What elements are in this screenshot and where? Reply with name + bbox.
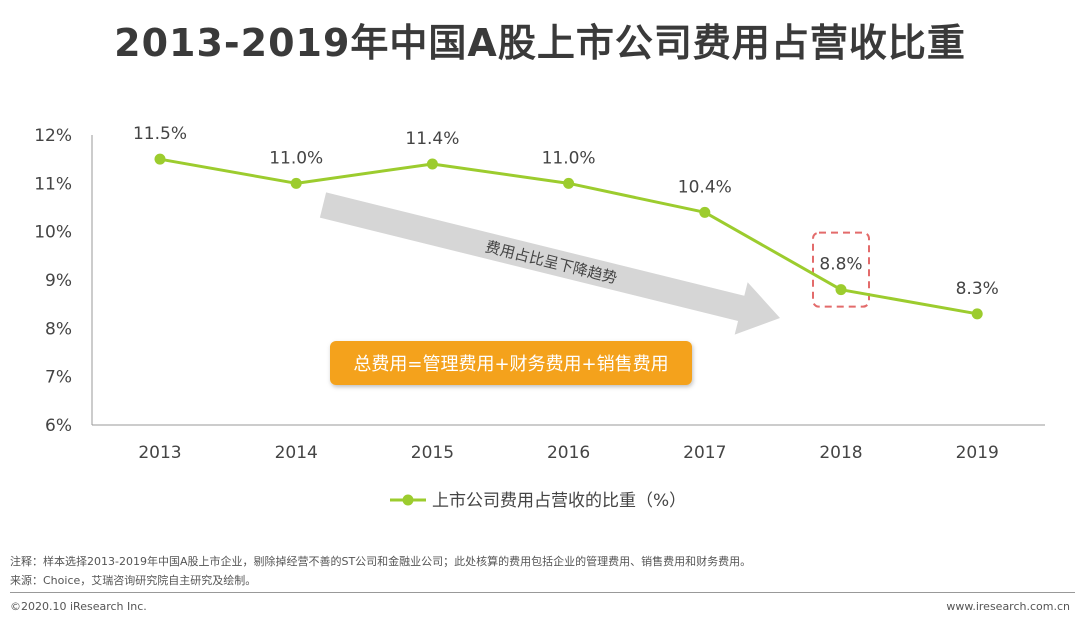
chart-title: 2013-2019年中国A股上市公司费用占营收比重 [114,21,966,65]
data-label: 11.4% [405,129,459,149]
footer-divider [10,592,1075,593]
x-tick-label: 2018 [819,443,862,463]
data-label: 11.0% [269,148,323,168]
website-link[interactable]: www.iresearch.com.cn [946,600,1070,613]
copyright-text: ©2020.10 iResearch Inc. [10,600,147,613]
x-tick-label: 2019 [956,443,999,463]
legend-label: 上市公司费用占营收的比重（%） [432,491,686,511]
data-point [835,284,847,296]
legend-marker [402,494,414,506]
x-tick-label: 2017 [683,443,726,463]
data-label: 10.4% [678,177,732,197]
highlight-box-2018 [812,231,870,308]
data-point [426,158,438,170]
formula-label: 总费用=管理费用+财务费用+销售费用 [353,354,668,375]
x-tick-label: 2014 [275,443,318,463]
formula-box [330,341,692,385]
x-tick-label: 2015 [411,443,454,463]
y-tick-label: 11% [34,174,72,194]
y-tick-label: 8% [45,319,72,339]
y-tick-label: 7% [45,368,72,388]
trend-arrow: 费用占比呈下降趋势 [319,192,781,335]
trend-arrow-shape [319,192,781,335]
data-label: 11.5% [133,124,187,144]
line-chart: 12% 11% 10% 9% 8% 7% 6% 2013 2014 2015 2016 2017 201… [34,124,1045,511]
data-label: 8.8% [819,255,862,275]
x-tick-label: 2013 [138,443,181,463]
y-tick-label: 9% [45,271,72,291]
source-text: 来源：Choice，艾瑞咨询研究院自主研究及绘制。 [10,574,257,587]
note-text: 注释：样本选择2013-2019年中国A股上市企业，剔除掉经营不善的ST公司和金… [10,555,752,568]
data-label: 11.0% [542,148,596,168]
data-label: 8.3% [956,279,999,299]
data-point [971,308,983,320]
data-point [154,153,166,165]
data-point [699,206,711,218]
y-tick-label: 6% [45,416,72,436]
y-tick-label: 10% [34,223,72,243]
data-point [290,177,302,189]
y-tick-label: 12% [34,126,72,146]
x-tick-label: 2016 [547,443,590,463]
data-point [563,177,575,189]
